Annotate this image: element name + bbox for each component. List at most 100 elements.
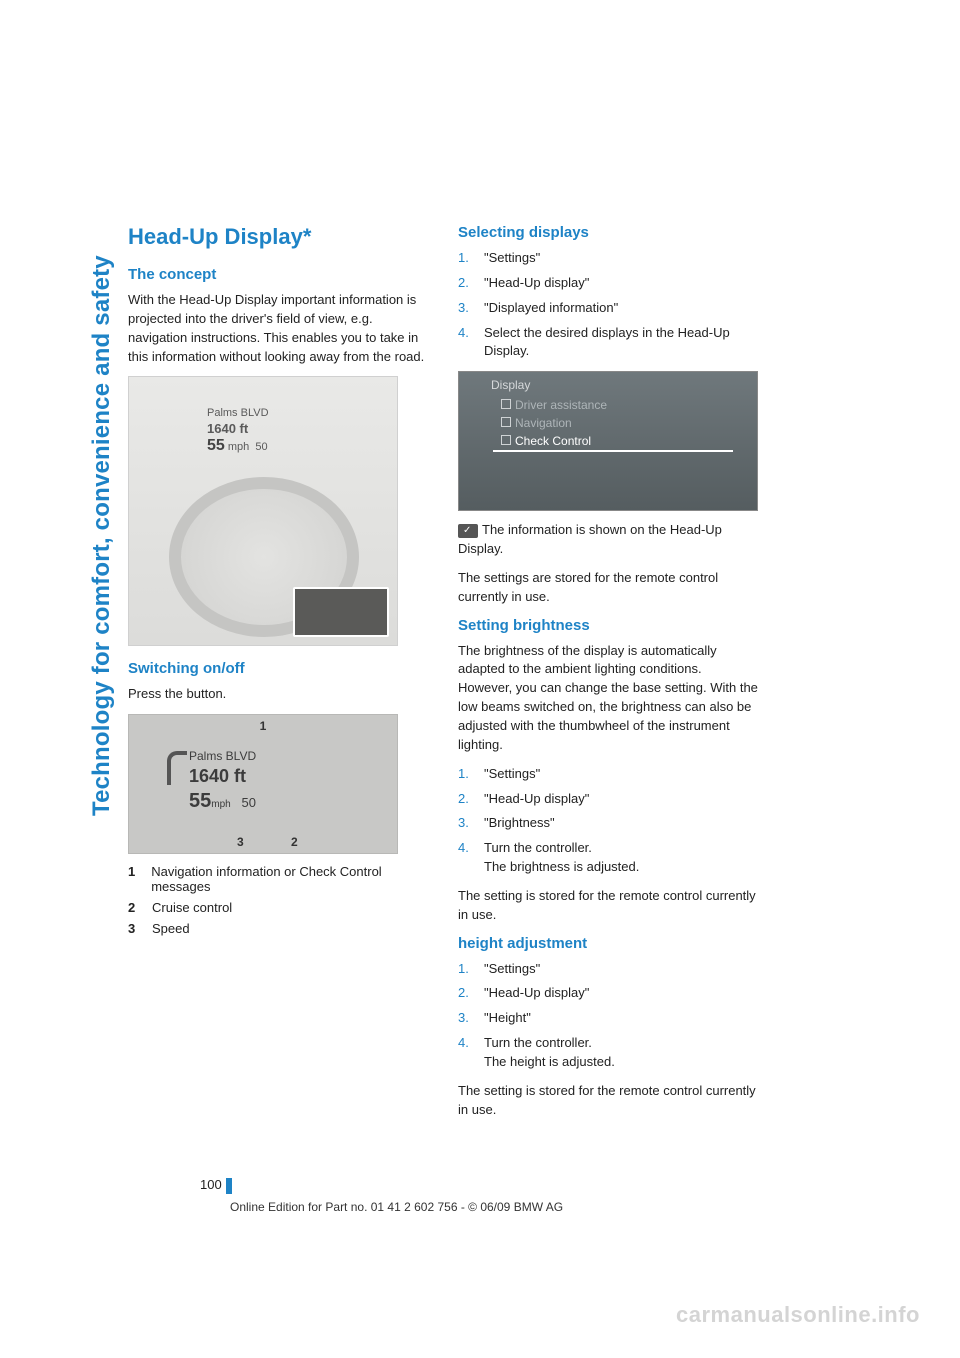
dash-hud-overlay: Palms BLVD 1640 ft 55 mph 50 [207,407,269,455]
step-sub: The height is adjusted. [484,1054,615,1069]
step-text: Select the desired displays in the Head-… [484,324,758,362]
hud-speed: 55 [189,790,211,812]
hud-label-1: 1 [260,719,267,733]
checkbox-icon [501,417,511,427]
heading-height: height adjustment [458,935,758,952]
step-number: 1. [458,765,476,784]
legend-text: Cruise control [152,900,232,915]
dash-road: Palms BLVD [207,407,269,420]
check-icon [458,524,478,538]
list-item: 4.Select the desired displays in the Hea… [458,324,758,362]
right-column: Selecting displays 1. "Settings" 2. "Head-… [458,224,758,1129]
step-text: "Head-Up display" [484,984,589,1003]
heading-switching: Switching on/off [128,660,428,677]
hud-road: Palms BLVD [189,749,256,765]
list-item: 1. "Settings" [458,249,758,268]
page-number-value: 100 [200,1177,222,1192]
step-number: 2. [458,984,476,1003]
hud-label-2: 2 [291,835,298,849]
step-sub: The brightness is adjusted. [484,859,639,874]
figure-hud-labeled: 1 Palms BLVD 1640 ft 55mph 50 3 2 [128,714,398,854]
left-column: Head-Up Display* The concept With the He… [128,224,428,1129]
step-text: "Head-Up display" [484,274,589,293]
checkbox-icon [501,399,511,409]
list-item: 2. "Head-Up display" [458,790,758,809]
figure-idrive-menu: Display Driver assistance Navigation Che… [458,371,758,511]
step-number: 1. [458,249,476,268]
legend-num: 3 [128,921,142,936]
step-text: "Settings" [484,765,540,784]
list-item: 1. "Settings" [458,960,758,979]
menu-item: Navigation [501,416,572,430]
list-item: 1. "Settings" [458,765,758,784]
list-item: 4. Turn the controller. The height is ad… [458,1034,758,1072]
menu-item-label: Driver assistance [515,398,607,412]
step-number: 4. [458,839,476,877]
page-title: Head-Up Display* [128,224,428,250]
heading-selecting: Selecting displays [458,224,758,241]
step-number: 2. [458,790,476,809]
checkbox-icon [501,435,511,445]
step-number: 2. [458,274,476,293]
dash-speed: 55 [207,437,225,454]
list-item: 3."Displayed information" [458,299,758,318]
hud-distance: 1640 ft [189,765,256,788]
note-text: The information is shown on the Head-Up … [458,522,722,556]
legend-item: 2 Cruise control [128,900,428,915]
hud-turn-arrow-icon [167,751,187,785]
legend-item: 3 Speed [128,921,428,936]
button-inset-graphic [293,587,389,637]
menu-header: Display [491,378,530,392]
legend-text: Navigation information or Check Control … [151,864,428,894]
menu-item-label: Check Control [515,434,591,448]
legend-item: 1 Navigation information or Check Contro… [128,864,428,894]
page-content: Head-Up Display* The concept With the He… [88,0,928,1358]
brightness-after: The setting is stored for the remote con… [458,887,758,925]
heading-brightness: Setting brightness [458,617,758,634]
after-menu-note-1: The information is shown on the Head-Up … [458,521,758,559]
dash-distance: 1640 ft [207,421,269,437]
dash-unit: mph [228,441,249,453]
heading-concept: The concept [128,266,428,283]
step-number: 4. [458,324,476,362]
figure-dashboard: Palms BLVD 1640 ft 55 mph 50 [128,376,398,646]
page-number-bar [226,1178,232,1194]
footer-text: Online Edition for Part no. 01 41 2 602 … [230,1200,563,1214]
height-steps: 1. "Settings" 2. "Head-Up display" 3. "Heig… [458,960,758,1072]
watermark: carmanualsonline.info [676,1302,920,1328]
brightness-steps: 1. "Settings" 2. "Head-Up display" 3. "Brig… [458,765,758,877]
step-text: "Settings" [484,960,540,979]
menu-item-label: Navigation [515,416,572,430]
step-text: "Settings" [484,249,540,268]
step-number: 3. [458,814,476,833]
hud-unit: mph [211,799,230,810]
step-text: "Brightness" [484,814,555,833]
step-text: "Head-Up display" [484,790,589,809]
step-number: 1. [458,960,476,979]
legend-num: 1 [128,864,141,894]
menu-item: Driver assistance [501,398,607,412]
legend-text: Speed [152,921,190,936]
step-text: "Height" [484,1009,531,1028]
concept-body: With the Head-Up Display important infor… [128,291,428,366]
hud-label-3: 3 [237,835,244,849]
step-text: Turn the controller. The brightness is a… [484,839,639,877]
list-item: 2. "Head-Up display" [458,984,758,1003]
legend-num: 2 [128,900,142,915]
hud-content: Palms BLVD 1640 ft 55mph 50 [189,749,256,814]
list-item: 2. "Head-Up display" [458,274,758,293]
menu-item-selected: Check Control [493,434,733,452]
hud-limit: 50 [242,795,256,810]
step-number: 3. [458,1009,476,1028]
page-number: 100 [200,1177,232,1194]
step-text: Turn the controller. The height is adjus… [484,1034,615,1072]
step-main: Turn the controller. [484,1035,592,1050]
selecting-steps: 1. "Settings" 2. "Head-Up display" 3."Disp… [458,249,758,361]
step-number: 4. [458,1034,476,1072]
list-item: 3. "Brightness" [458,814,758,833]
brightness-body: The brightness of the display is automat… [458,642,758,755]
height-after: The setting is stored for the remote con… [458,1082,758,1120]
list-item: 4. Turn the controller. The brightness i… [458,839,758,877]
step-number: 3. [458,299,476,318]
hud-legend: 1 Navigation information or Check Contro… [128,864,428,936]
